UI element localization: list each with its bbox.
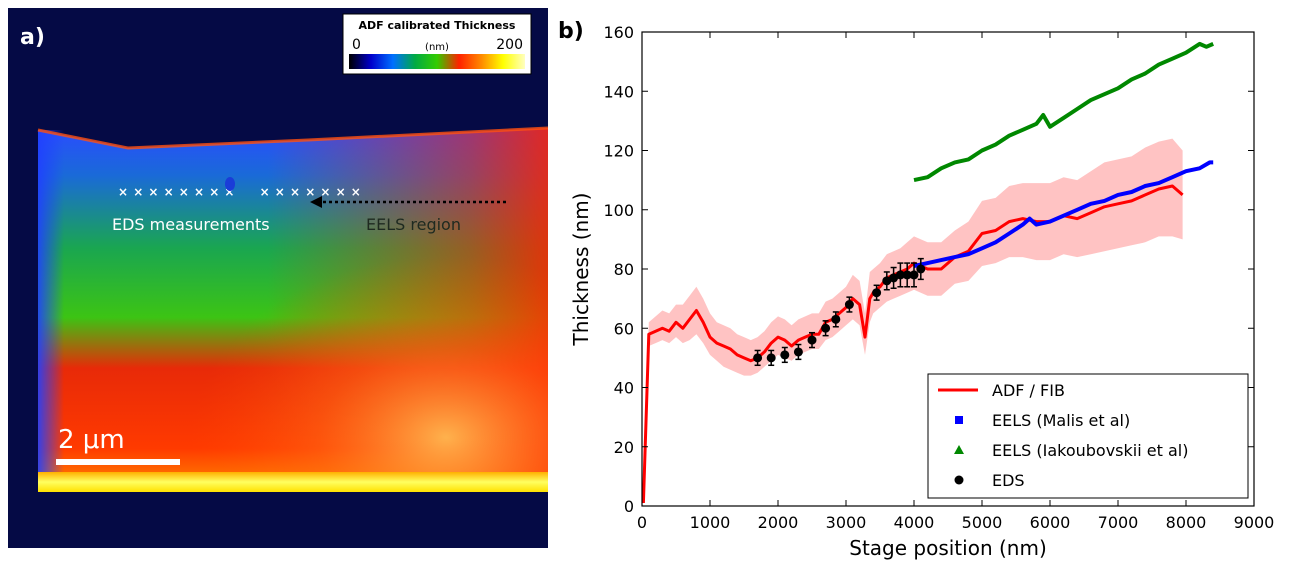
thickness-chart: b) 0 1000 2000 3000 4000 5000 6000 7000 8000 9000…: [558, 19, 1274, 560]
legend-box: [927, 373, 1249, 499]
adf-thickness-map: a) ADF calibrated Thickness 0 (nm) 200 ×…: [8, 8, 549, 548]
eds-marker: ×: [194, 185, 204, 199]
eds-point: [882, 276, 892, 286]
x-tick-label: 3000: [826, 513, 867, 532]
x-tick-label: 6000: [1030, 513, 1071, 532]
eds-point: [916, 264, 926, 274]
eds-point: [821, 323, 831, 333]
eds-marker: ×: [336, 185, 346, 199]
eds-series: [753, 257, 926, 367]
colorbar-gradient: [349, 54, 525, 69]
scalebar-label: 2 μm: [58, 425, 125, 455]
sample-region: [37, 126, 549, 492]
legend-swatch-square: [955, 416, 963, 424]
eds-marker: ×: [164, 185, 174, 199]
eds-marker: ×: [224, 185, 234, 199]
eds-marker: ×: [305, 185, 315, 199]
eds-point: [889, 273, 899, 283]
legend-entry-label: EELS (Iakoubovskii et al): [992, 441, 1188, 460]
eds-point: [766, 353, 776, 363]
eels-region-label: EELS region: [366, 215, 461, 234]
eds-point: [831, 314, 841, 324]
eds-point: [872, 288, 882, 298]
y-tick-label: 0: [624, 497, 634, 516]
eds-marker: ×: [209, 185, 219, 199]
y-tick-label: 160: [603, 23, 634, 42]
legend: ADF / FIB EELS (Malis et al) EELS (Iakoubo…: [927, 373, 1249, 499]
panel-a-label: a): [20, 25, 45, 50]
legend-entry-label: EELS (Malis et al): [992, 411, 1130, 430]
y-axis-label: Thickness (nm): [569, 193, 593, 347]
colorbar-min-label: 0: [352, 37, 361, 53]
eds-point: [780, 350, 790, 360]
legend-swatch-circle: [954, 475, 964, 485]
eds-marker: ×: [275, 185, 285, 199]
eds-marker: ×: [118, 185, 128, 199]
eds-marker: ×: [179, 185, 189, 199]
adf-uncertainty-band-layer: [643, 138, 1183, 506]
y-tick-label: 40: [614, 379, 634, 398]
eds-marker: ×: [320, 185, 330, 199]
eds-point: [753, 353, 763, 363]
thickness-chart-panel: b) 0 1000 2000 3000 4000 5000 6000 7000 8000 9000…: [548, 0, 1290, 560]
eels-spot: [225, 177, 235, 191]
y-tick-label: 80: [614, 260, 634, 279]
legend-entry-label: EDS: [992, 471, 1025, 490]
y-tick-label: 60: [614, 319, 634, 338]
panel-b-label: b): [558, 19, 584, 44]
series-layer: [641, 41, 1214, 504]
eds-point: [793, 347, 803, 357]
eds-marker: ×: [351, 185, 361, 199]
eds-marker: ×: [133, 185, 143, 199]
eds-marker: ×: [290, 185, 300, 199]
colorbar-title: ADF calibrated Thickness: [359, 19, 516, 32]
eds-measurements-label: EDS measurements: [112, 215, 270, 234]
colorbar: ADF calibrated Thickness 0 (nm) 200: [342, 13, 532, 75]
colorbar-unit-label: (nm): [425, 42, 449, 53]
axis-ticks: 0 1000 2000 3000 4000 5000 6000 7000 8000 9000 0 20…: [603, 23, 1274, 532]
eds-marker: ×: [148, 185, 158, 199]
y-tick-label: 100: [603, 201, 634, 220]
x-axis-label: Stage position (nm): [849, 536, 1047, 560]
x-tick-label: 8000: [1166, 513, 1207, 532]
x-tick-label: 2000: [758, 513, 799, 532]
y-tick-label: 20: [614, 438, 634, 457]
eds-point: [909, 270, 919, 280]
legend-entry-label: ADF / FIB: [992, 381, 1065, 400]
adf-thickness-map-panel: a) ADF calibrated Thickness 0 (nm) 200 ×…: [8, 8, 549, 548]
colorbar-max-label: 200: [496, 37, 523, 53]
x-tick-label: 0: [637, 513, 647, 532]
adf-uncertainty-band: [643, 138, 1183, 506]
eds-marker: ×: [260, 185, 270, 199]
x-tick-label: 4000: [894, 513, 935, 532]
eels-direction-arrow: [310, 196, 506, 208]
y-tick-label: 120: [603, 142, 634, 161]
x-tick-label: 5000: [962, 513, 1003, 532]
eds-point: [902, 270, 912, 280]
scalebar: [56, 459, 180, 465]
legend-swatch-triangle: [954, 445, 964, 454]
eels-malis-et-al-line: [913, 160, 1214, 268]
eds-measurement-markers: × × × × × × × × × × × × × × ×: [118, 185, 361, 199]
eds-point: [844, 300, 854, 310]
eds-point: [895, 270, 905, 280]
eds-point: [807, 335, 817, 345]
eels-iakoubovskii-et-al-line: [913, 41, 1214, 183]
x-tick-label: 9000: [1234, 513, 1275, 532]
y-tick-label: 140: [603, 82, 634, 101]
x-tick-label: 1000: [690, 513, 731, 532]
x-tick-label: 7000: [1098, 513, 1139, 532]
